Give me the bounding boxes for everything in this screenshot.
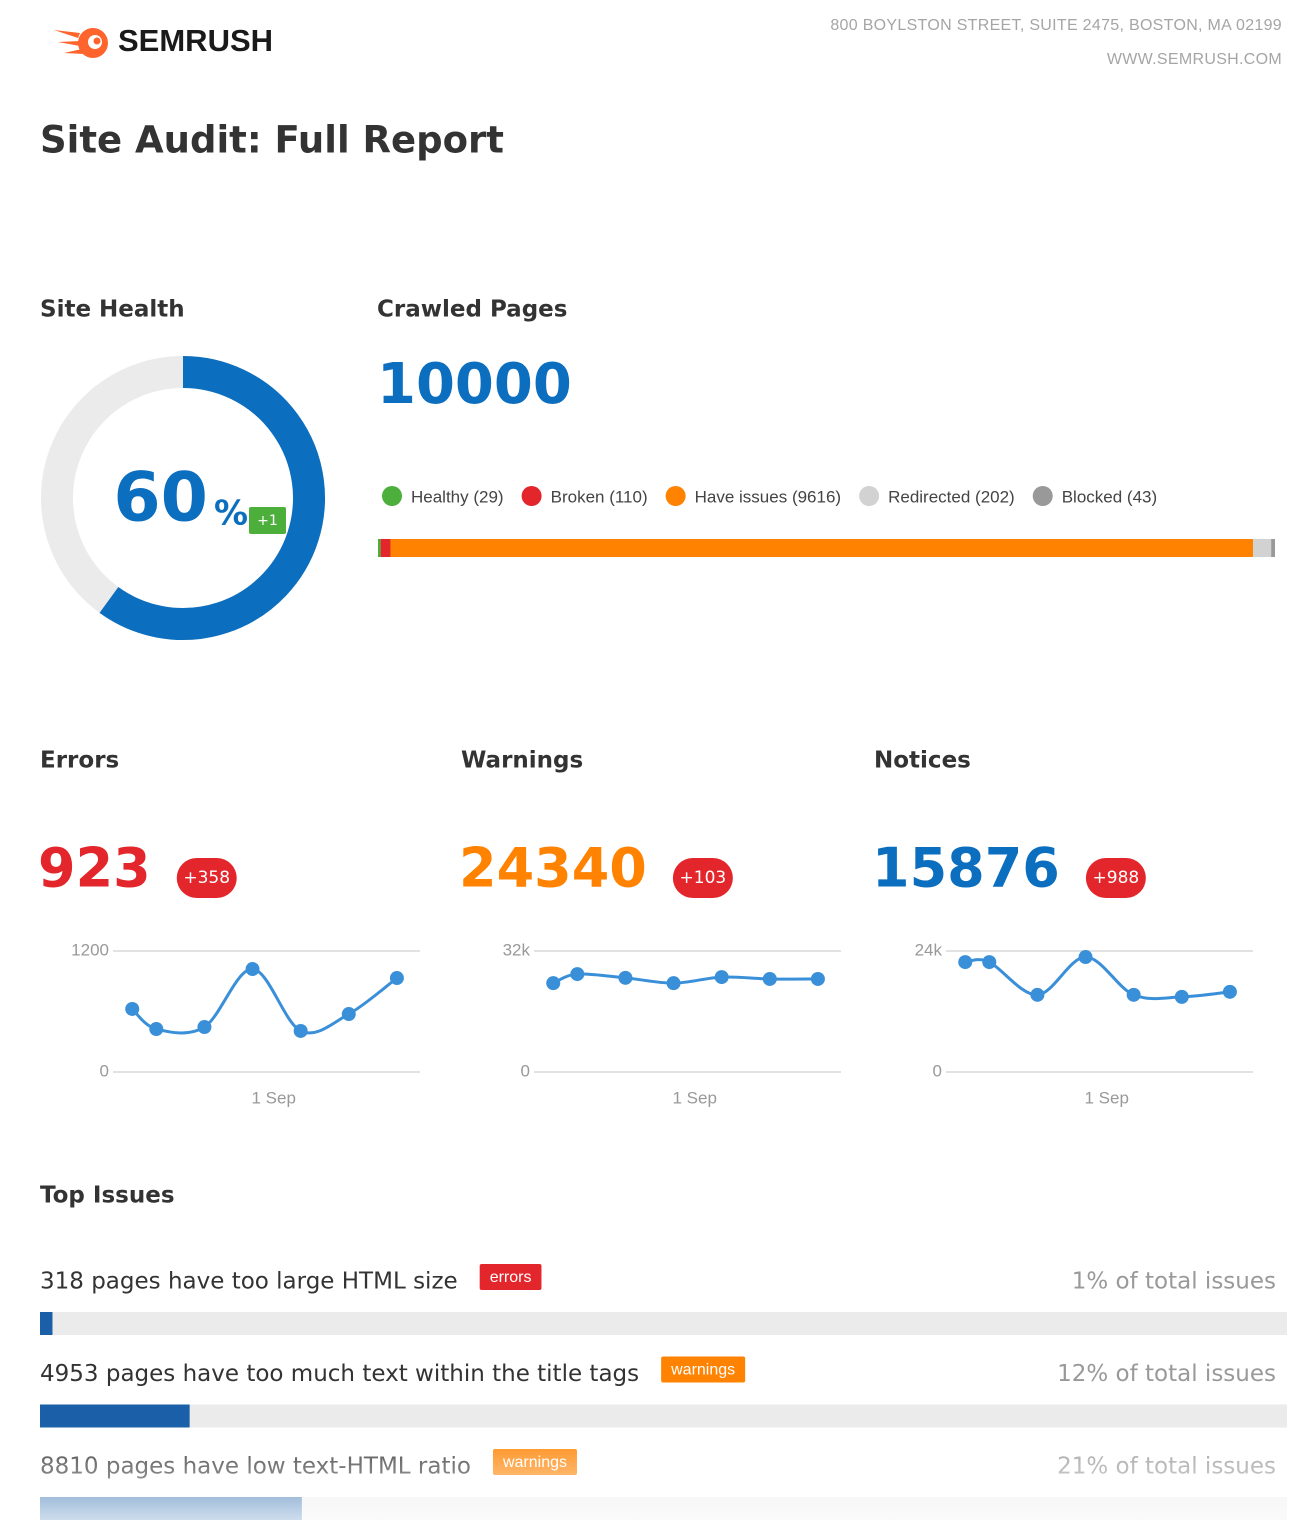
x-tick-label: 1 Sep xyxy=(251,1088,295,1107)
metric-title: Warnings xyxy=(461,748,583,774)
legend-label: Redirected (202) xyxy=(888,487,1015,506)
section-title: Crawled Pages xyxy=(377,297,567,323)
metric-delta: +103 xyxy=(680,868,727,888)
delta-pill xyxy=(176,858,237,898)
issue-share-label: 1% of total issues xyxy=(1072,1269,1276,1295)
metric-value: 923 xyxy=(38,837,151,900)
issue-bar xyxy=(40,1312,53,1335)
line-point xyxy=(618,970,633,985)
report-title: Site Audit: Full Report xyxy=(40,119,504,162)
legend-dot xyxy=(859,486,880,506)
legend-label: Healthy (29) xyxy=(411,487,504,506)
line-point xyxy=(293,1023,308,1038)
health-value: 60 xyxy=(113,459,208,538)
crawled-bar-segment xyxy=(1271,539,1275,557)
crawled-bar-segment xyxy=(378,539,381,557)
delta-badge xyxy=(249,507,286,534)
metric-title: Errors xyxy=(40,748,119,774)
legend-label: Blocked (43) xyxy=(1062,487,1157,506)
line-point xyxy=(197,1020,212,1035)
metric-delta: +358 xyxy=(183,868,230,888)
y-tick-label: 0 xyxy=(100,1061,109,1080)
line-point xyxy=(982,955,997,970)
y-tick-label: 1200 xyxy=(71,940,109,959)
issue-tag-label: errors xyxy=(490,1269,532,1286)
line-point xyxy=(149,1022,164,1037)
legend-label: Have issues (9616) xyxy=(695,487,841,506)
donut-arc xyxy=(99,356,325,640)
legend-dot xyxy=(665,486,686,506)
issue-track xyxy=(40,1404,1287,1428)
line xyxy=(131,967,398,1035)
address: 800 BOYLSTON STREET, SUITE 2475, BOSTON,… xyxy=(830,17,1282,34)
y-tick-label: 0 xyxy=(933,1061,942,1080)
health-unit: % xyxy=(214,494,248,534)
issue-tag xyxy=(479,1264,542,1290)
issue-text: 318 pages have too large HTML size xyxy=(40,1269,458,1295)
logo-icon xyxy=(54,28,108,58)
line-point xyxy=(958,955,973,970)
line-point xyxy=(1030,987,1045,1002)
crawled-bar-segment xyxy=(390,539,1254,557)
metric-delta: +988 xyxy=(1093,868,1140,888)
delta-pill xyxy=(672,858,733,898)
issue-tag xyxy=(661,1356,746,1383)
line xyxy=(552,972,818,985)
line-point xyxy=(1126,987,1141,1002)
line-point xyxy=(810,971,825,986)
crawled-bar-segment xyxy=(380,539,391,557)
section-title: Site Health xyxy=(40,297,185,323)
metric-value: 24340 xyxy=(459,837,647,900)
metric-value: 15876 xyxy=(872,837,1060,900)
crawled-bar-segment xyxy=(1253,539,1272,557)
health-delta: +1 xyxy=(257,513,278,529)
issue-text: 4953 pages have too much text within the… xyxy=(40,1361,639,1387)
line-point xyxy=(125,1001,140,1016)
line-point xyxy=(666,976,681,991)
legend-dot xyxy=(1032,486,1053,506)
logo-text: SEMRUSH xyxy=(118,23,273,58)
line xyxy=(965,955,1231,1001)
line-point xyxy=(546,976,561,991)
line-point xyxy=(570,967,585,982)
line-point xyxy=(341,1007,356,1022)
legend-dot xyxy=(382,486,402,506)
issue-tag-label: warnings xyxy=(670,1362,735,1379)
bottom-fade xyxy=(0,1425,1316,1540)
x-tick-label: 1 Sep xyxy=(672,1088,716,1107)
y-tick-label: 0 xyxy=(521,1061,530,1080)
metric-title: Notices xyxy=(874,748,971,774)
legend-dot xyxy=(521,486,542,506)
issue-track xyxy=(40,1312,1287,1335)
line-point xyxy=(389,971,404,986)
y-tick-label: 24k xyxy=(915,940,943,959)
y-tick-label: 32k xyxy=(503,940,531,959)
delta-pill xyxy=(1085,858,1146,898)
line-point xyxy=(1222,984,1237,999)
line-point xyxy=(1174,989,1189,1004)
line-point xyxy=(245,962,260,977)
line-point xyxy=(714,970,729,985)
issue-share-label: 12% of total issues xyxy=(1057,1361,1276,1387)
line-point xyxy=(1078,950,1093,965)
legend-label: Broken (110) xyxy=(551,487,648,506)
x-tick-label: 1 Sep xyxy=(1084,1088,1128,1107)
website: WWW.SEMRUSH.COM xyxy=(1107,51,1282,68)
crawled-value: 10000 xyxy=(377,352,572,417)
section-title: Top Issues xyxy=(40,1183,175,1209)
issue-bar xyxy=(40,1404,190,1428)
line-point xyxy=(762,971,777,986)
